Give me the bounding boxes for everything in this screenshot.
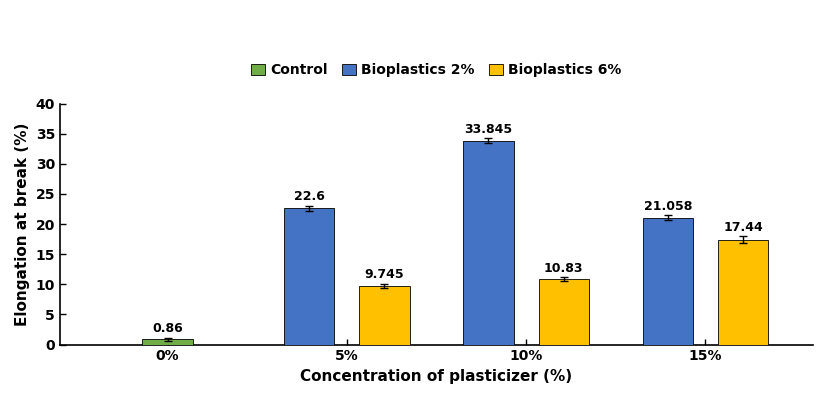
Bar: [717, 239, 767, 345]
Bar: [284, 208, 334, 345]
Y-axis label: Elongation at break (%): Elongation at break (%): [15, 122, 30, 326]
Bar: [359, 286, 409, 345]
Text: 0.86: 0.86: [152, 322, 183, 335]
Bar: [463, 141, 513, 345]
X-axis label: Concentration of plasticizer (%): Concentration of plasticizer (%): [300, 369, 571, 384]
Legend: Control, Bioplastics 2%, Bioplastics 6%: Control, Bioplastics 2%, Bioplastics 6%: [246, 57, 627, 83]
Text: 22.6: 22.6: [294, 190, 324, 203]
Bar: [142, 340, 193, 345]
Text: 33.845: 33.845: [464, 122, 512, 136]
Bar: [642, 218, 692, 345]
Bar: [538, 279, 588, 345]
Text: 10.83: 10.83: [543, 262, 583, 275]
Text: 17.44: 17.44: [722, 221, 762, 234]
Text: 9.745: 9.745: [364, 269, 404, 281]
Text: 21.058: 21.058: [643, 200, 691, 213]
